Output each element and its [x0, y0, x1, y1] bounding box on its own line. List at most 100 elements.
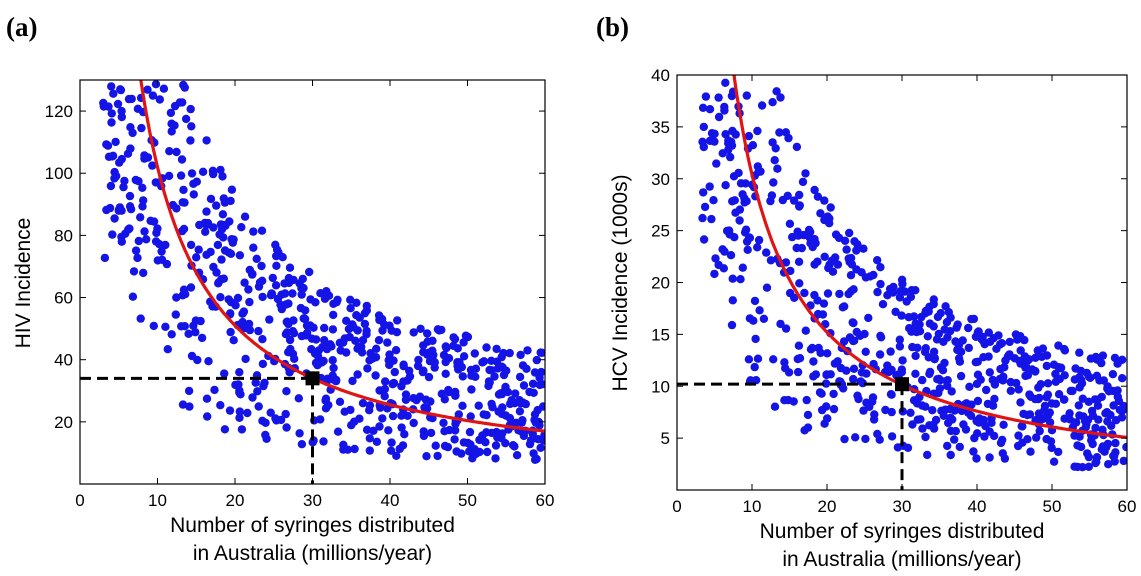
x-tick-label: 40: [968, 497, 987, 516]
scatter-point: [798, 177, 808, 187]
scatter-point: [229, 235, 238, 244]
scatter-point: [781, 364, 790, 373]
scatter-point: [155, 95, 164, 104]
scatter-point: [886, 347, 895, 356]
y-tick-label: 60: [54, 289, 73, 308]
scatter-point: [965, 382, 974, 391]
scatter-point: [967, 314, 976, 324]
scatter-point: [699, 122, 708, 132]
scatter-point: [342, 316, 351, 325]
scatter-point: [108, 230, 117, 239]
scatter-point: [1031, 367, 1040, 376]
scatter-point: [820, 252, 829, 261]
scatter-point: [1014, 385, 1023, 394]
scatter-point: [214, 279, 223, 288]
scatter-point: [395, 444, 404, 454]
scatter-point: [866, 272, 875, 281]
scatter-point: [861, 434, 870, 444]
scatter-point: [187, 122, 196, 131]
scatter-point: [470, 445, 479, 454]
scatter-point: [1042, 361, 1051, 371]
scatter-point: [789, 397, 798, 406]
scatter-point: [136, 314, 145, 323]
scatter-point: [216, 165, 225, 175]
scatter-point: [346, 295, 355, 304]
scatter-point: [124, 94, 134, 104]
scatter-point: [714, 112, 724, 122]
scatter-point: [465, 427, 475, 437]
scatter-point: [984, 328, 993, 337]
scatter-point: [470, 349, 479, 358]
scatter-point: [795, 202, 804, 211]
scatter-point: [430, 358, 439, 367]
scatter-point: [921, 432, 930, 442]
scatter-point: [1119, 456, 1127, 466]
x-axis-title: in Australia (millions/year): [193, 542, 432, 565]
scatter-point: [220, 369, 229, 378]
scatter-point: [1082, 368, 1091, 378]
scatter-point: [258, 416, 267, 425]
scatter-point: [1092, 453, 1102, 462]
y-axis-title: HCV Incidence (1000s): [609, 174, 632, 391]
scatter-point: [185, 402, 194, 411]
scatter-point: [1072, 418, 1081, 427]
scatter-point: [1093, 395, 1102, 404]
scatter-point: [795, 190, 804, 200]
scatter-point: [1110, 457, 1119, 466]
scatter-point: [282, 328, 292, 337]
scatter-point: [305, 267, 314, 277]
scatter-point: [444, 385, 453, 395]
scatter-point: [710, 269, 719, 279]
scatter-point: [984, 352, 993, 361]
scatter-point: [259, 381, 268, 391]
scatter-point: [266, 408, 275, 417]
scatter-point: [163, 345, 172, 354]
scatter-point: [1031, 353, 1040, 362]
scatter-point: [820, 196, 829, 205]
scatter-point: [891, 307, 900, 316]
scatter-point: [1005, 350, 1014, 359]
scatter-point: [494, 407, 503, 416]
scatter-point: [929, 424, 939, 433]
y-tick-label: 5: [661, 429, 670, 448]
scatter-point: [1014, 431, 1023, 440]
scatter-points: [698, 78, 1127, 472]
scatter-point: [454, 410, 463, 419]
scatter-point: [862, 398, 871, 407]
scatter-point: [184, 329, 193, 338]
scatter-point: [459, 338, 468, 347]
scatter-point: [322, 344, 332, 354]
scatter-point: [808, 343, 817, 353]
scatter-point: [969, 447, 978, 456]
scatter-point: [958, 336, 967, 345]
highlight-marker: [895, 377, 909, 392]
scatter-point: [975, 414, 984, 423]
scatter-point: [143, 85, 152, 94]
scatter-point: [422, 452, 431, 461]
scatter-point: [510, 442, 519, 451]
scatter-point: [699, 142, 708, 152]
x-tick-label: 0: [672, 497, 681, 516]
scatter-point: [267, 289, 277, 298]
scatter-point: [226, 249, 236, 258]
x-tick-label: 0: [75, 491, 84, 510]
scatter-point: [177, 155, 187, 164]
x-axis-title: Number of syringes distributed: [760, 520, 1045, 543]
scatter-point: [139, 196, 148, 205]
scatter-point: [956, 347, 966, 356]
scatter-point: [906, 408, 915, 417]
scatter-point: [458, 372, 467, 381]
scatter-point: [1038, 344, 1048, 353]
y-tick-label: 120: [45, 102, 73, 121]
scatter-point: [491, 454, 500, 463]
scatter-point: [172, 293, 181, 302]
scatter-point: [1071, 364, 1080, 373]
scatter-point: [897, 311, 906, 320]
scatter-point: [225, 406, 235, 415]
scatter-point: [944, 418, 953, 428]
scatter-point: [920, 347, 930, 357]
scatter-point: [167, 119, 176, 128]
scatter-point: [911, 351, 920, 361]
scatter-point: [940, 325, 949, 334]
scatter-point: [409, 394, 418, 403]
